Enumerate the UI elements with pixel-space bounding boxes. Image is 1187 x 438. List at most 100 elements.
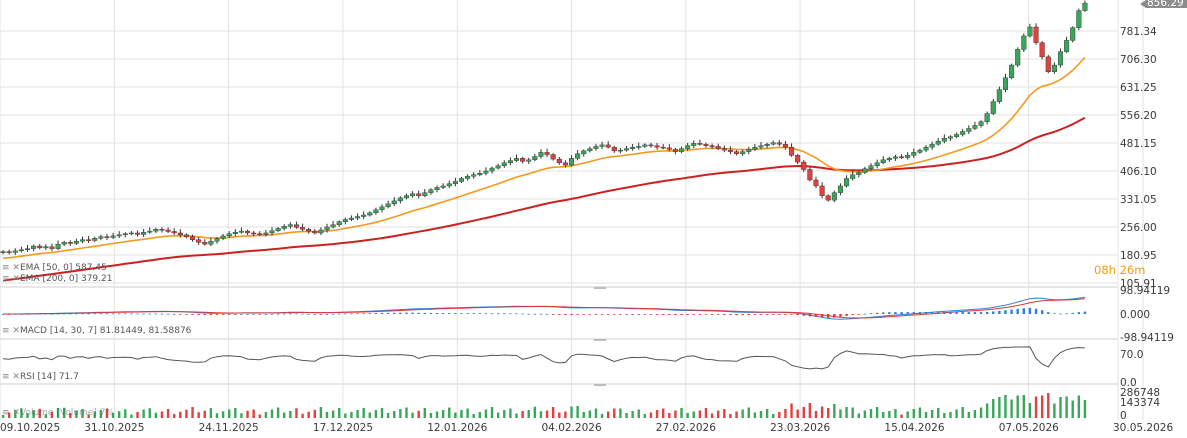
macd-histogram-bar [7,314,11,315]
macd-histogram-bar [998,310,1001,314]
macd-histogram-bar [924,312,928,314]
volume-bar [924,412,928,418]
volume-bar [417,410,420,418]
candle-body [642,144,648,147]
macd-histogram-bar [680,314,683,316]
macd-histogram-bar [246,313,249,315]
macd-histogram-bar [496,313,500,315]
candle-body [446,183,452,187]
volume-bar [631,411,634,418]
volume-bar [356,410,359,418]
volume-bar [1047,393,1050,418]
macd-histogram-bar [533,313,537,315]
macd-histogram-bar [307,313,310,315]
macd-histogram-bar [949,311,952,314]
volume-bar [759,411,763,418]
ema50-legend[interactable]: ≡ ✕ EMA [50, 0] 587.45 [2,263,107,273]
candle-body [575,153,581,159]
macd-histogram-bar [44,313,48,315]
macd-histogram-bar [631,314,634,315]
macd-histogram-bar [423,312,427,314]
candle-body [709,145,715,147]
ema200-legend[interactable]: ≡ ✕ EMA [200, 0] 379.21 [2,274,112,284]
candle-body [128,232,134,235]
macd-histogram-bar [765,314,769,315]
macd-histogram-bar [735,314,738,316]
candle-body [55,243,61,249]
macd-histogram-bar [509,313,512,315]
volume-bar [833,404,836,418]
candle-body [538,152,544,157]
rsi-legend[interactable]: ≡ ✕ RSI [14] 71.7 [2,372,79,382]
volume-bar [484,409,488,418]
candle-body [617,149,623,152]
candle-body [984,113,990,122]
candle-body [300,227,306,230]
volume-bar [69,413,72,418]
volume-bar [374,410,378,418]
candle-body [67,242,73,244]
macd-histogram-bar [148,313,151,315]
macd-histogram-bar [130,313,133,315]
volume-bar [643,414,647,418]
volume-bar [154,412,158,418]
macd-histogram-bar [350,313,353,315]
candle-body [355,216,361,219]
macd-histogram-bar [985,311,989,314]
volume-bar [619,408,622,418]
volume-bar [900,414,903,418]
candle-body [306,229,312,232]
volume-bar [955,409,958,418]
volume-bar [276,407,280,418]
volume-bar [863,410,867,418]
volume-bar [717,410,720,418]
volume-bar [851,407,854,418]
candle-body [257,233,263,235]
macd-histogram-bar [906,312,909,314]
macd-histogram-bar [1065,313,1068,315]
macd-histogram-bar [50,313,54,315]
volume-bar [912,409,915,418]
macd-histogram-bar [955,312,958,314]
volume-bar [979,407,983,418]
candle-body [856,172,862,175]
macd-histogram-bar [802,314,805,316]
macd-histogram-bar [313,314,316,315]
volume-bar [252,409,255,418]
legend-controls-icon: ≡ ✕ [2,326,20,336]
candle-body [0,251,6,253]
candle-body [886,158,892,161]
macd-histogram-bar [405,312,408,314]
macd-histogram-bar [81,313,84,315]
date-tick-label: 17.12.2025 [313,422,373,434]
candle-body [685,145,691,149]
ema50-path [3,57,1086,260]
volume-legend[interactable]: ≡ ✕ Volume [Volume] 7% [2,408,114,418]
macd-histogram-bar [69,313,72,315]
macd-histogram-bar [136,313,139,315]
volume-bar [704,408,708,418]
candle-body [373,209,379,214]
volume-bar [998,397,1001,418]
macd-histogram-bar [912,312,915,314]
volume-bar [961,407,964,418]
volume-bar [875,407,879,418]
macd-histogram-bar [362,313,365,315]
volume-bar [1016,395,1019,418]
candle-body [1045,56,1051,72]
candle-body [703,143,709,146]
macd-histogram-bar [937,311,940,314]
macd-legend[interactable]: ≡ ✕ MACD [14, 30, 7] 81.81449, 81.58876 [2,326,192,336]
volume-bar [215,413,219,418]
volume-bar [1022,395,1026,418]
candle-body [245,230,251,234]
macd-histogram-bar [625,314,628,315]
candle-body [1070,27,1076,41]
volume-bar [1077,395,1081,418]
candle-body [477,173,483,175]
macd-histogram-bar [105,313,109,315]
volume-bar [949,412,952,418]
date-tick-label: 30.05.2026 [1113,422,1173,434]
macd-histogram-bar [674,314,677,316]
